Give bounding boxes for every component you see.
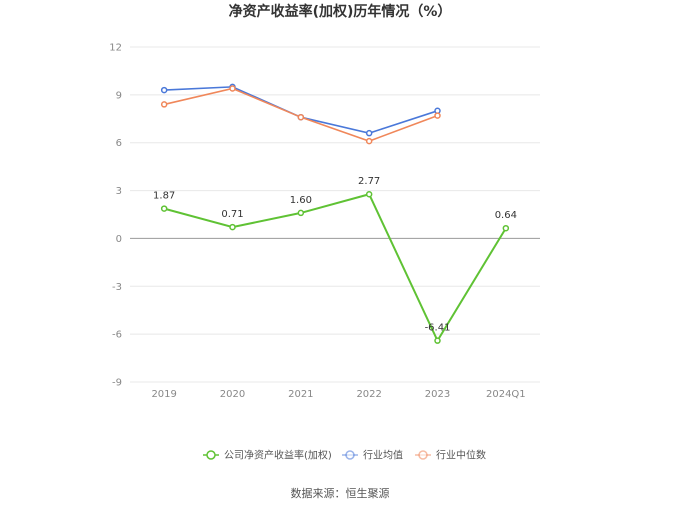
legend-label: 公司净资产收益率(加权): [224, 449, 332, 462]
data-point[interactable]: [365, 190, 373, 198]
x-axis: 2019 2020 2021 2022 2023 2024Q1: [151, 389, 525, 400]
data-point[interactable]: [229, 85, 236, 92]
y-tick-label: 3: [116, 186, 122, 197]
y-tick-label: 12: [109, 43, 122, 54]
data-point[interactable]: [434, 337, 441, 344]
data-point[interactable]: [229, 223, 236, 231]
y-tick-label: -3: [112, 282, 122, 293]
data-label: 1.60: [290, 195, 312, 206]
data-label: 0.64: [495, 210, 517, 221]
legend-marker-icon: [418, 450, 428, 460]
legend-label: 行业均值: [363, 449, 403, 462]
series-line: [163, 193, 507, 343]
series-line: [164, 86, 438, 134]
y-tick-label: 0: [116, 234, 122, 245]
legend-item-1[interactable]: 行业均值: [342, 449, 403, 462]
legend-item-2[interactable]: 行业中位数: [415, 449, 486, 462]
x-tick-label: 2022: [356, 389, 381, 400]
series-0: 1.87 0.71 1.60 2.77 -6.41 0.64: [153, 176, 517, 344]
data-point[interactable]: [365, 129, 373, 137]
series-layer: 1.87 0.71 1.60 2.77 -6.41 0.64: [153, 83, 517, 344]
data-point[interactable]: [434, 112, 441, 119]
legend-marker-icon: [206, 450, 216, 460]
series-1: [160, 83, 441, 137]
data-point[interactable]: [160, 205, 168, 212]
data-point[interactable]: [160, 101, 168, 108]
data-point[interactable]: [160, 86, 168, 94]
data-point[interactable]: [365, 137, 373, 145]
data-label: -6.41: [425, 323, 451, 334]
grid: [130, 46, 540, 383]
x-tick-label: 2023: [425, 389, 450, 400]
data-point[interactable]: [297, 209, 305, 217]
x-tick-label: 2024Q1: [486, 389, 526, 400]
legend-marker-icon: [345, 450, 355, 460]
y-tick-label: 6: [116, 138, 122, 149]
y-axis: 12 9 6 3 0 -3 -6 -9: [109, 43, 122, 389]
x-tick-label: 2019: [151, 389, 176, 400]
source-note: 数据来源：恒生聚源: [291, 486, 390, 500]
x-tick-label: 2020: [220, 389, 245, 400]
y-tick-label: 9: [116, 90, 122, 101]
legend[interactable]: 公司净资产收益率(加权) 行业均值 行业中位数: [203, 449, 486, 462]
y-tick-label: -9: [112, 378, 122, 389]
data-label: 2.77: [358, 176, 380, 187]
chart-title: 净资产收益率(加权)历年情况（%）: [229, 3, 452, 20]
x-tick-label: 2021: [288, 389, 313, 400]
data-label: 1.87: [153, 191, 175, 202]
data-point[interactable]: [297, 113, 305, 121]
legend-item-0[interactable]: 公司净资产收益率(加权): [203, 449, 332, 462]
data-point[interactable]: [502, 224, 510, 232]
data-label: 0.71: [221, 209, 243, 220]
legend-label: 行业中位数: [436, 449, 486, 462]
series-2: [160, 85, 441, 145]
y-tick-label: -6: [112, 330, 122, 341]
